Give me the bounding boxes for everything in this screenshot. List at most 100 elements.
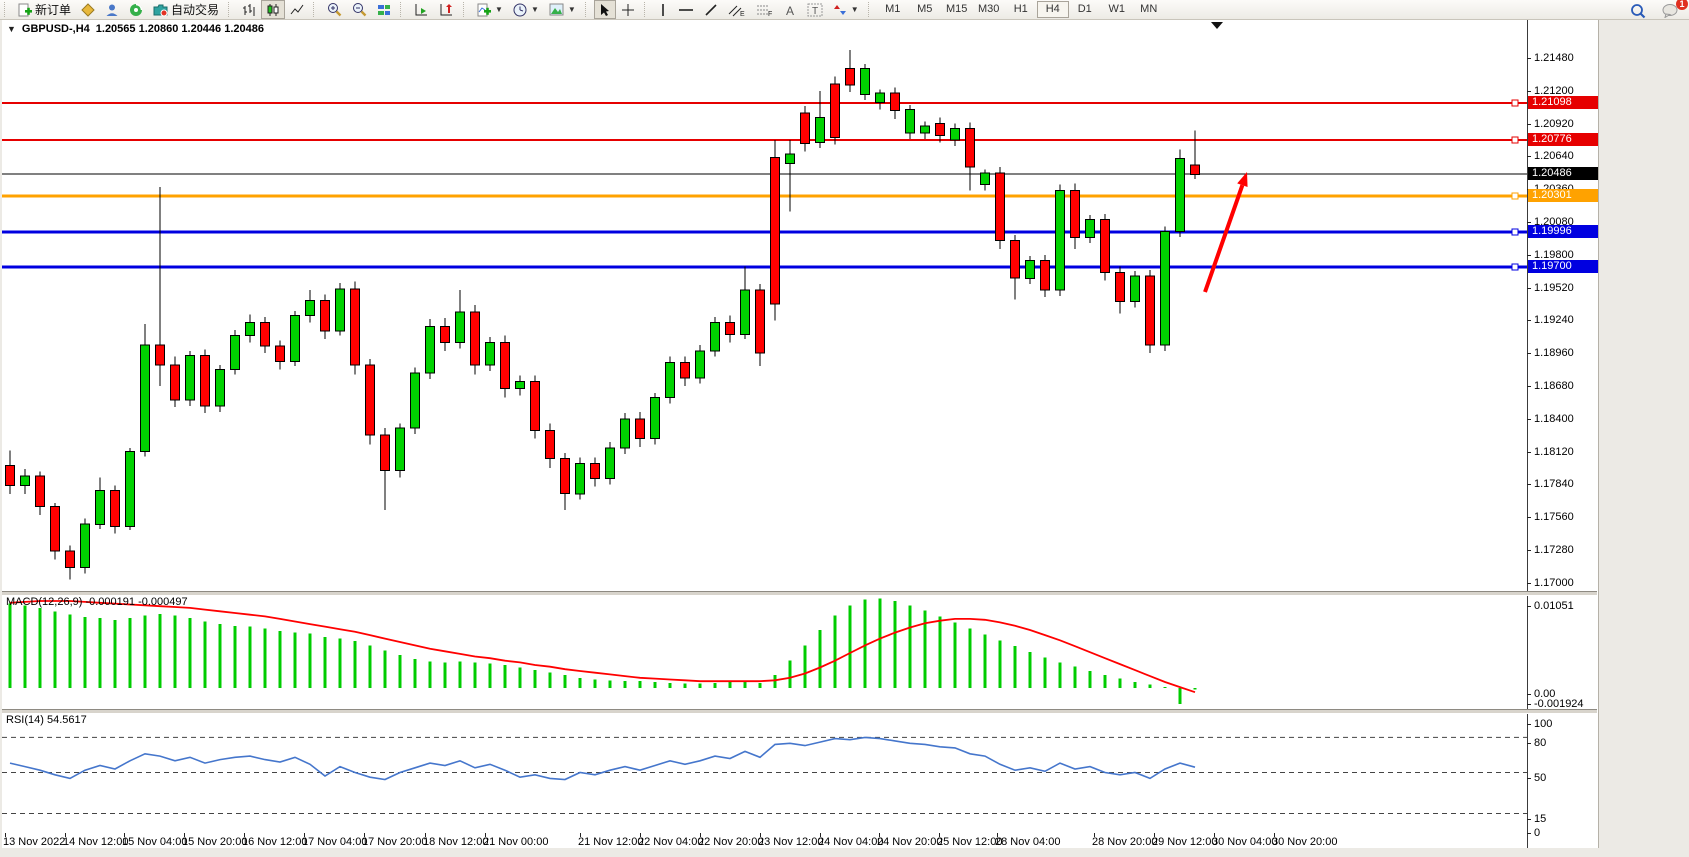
time-tick-label: 16 Nov 12:00 — [242, 836, 308, 848]
tf-M15-button[interactable]: M15 — [946, 3, 968, 15]
tf-H1-button[interactable]: H1 — [1013, 3, 1028, 15]
time-tick — [5, 833, 6, 837]
chevron-down-icon: ▼ — [530, 5, 539, 14]
equidistant-channel-button[interactable]: E — [723, 0, 751, 19]
tf-H4-button[interactable]: H4 — [1036, 1, 1069, 18]
rsi-pane[interactable] — [2, 712, 1527, 833]
text-label-button[interactable]: T — [802, 0, 828, 19]
time-tick — [939, 833, 940, 837]
text-button[interactable]: A — [779, 0, 802, 19]
time-tick — [1094, 833, 1095, 837]
svg-text:E: E — [740, 11, 745, 17]
price-tick — [1527, 255, 1531, 256]
price-tick — [1527, 583, 1531, 584]
tf-M5-button[interactable]: M5 — [917, 3, 933, 15]
bar-chart-button[interactable] — [237, 0, 261, 19]
price-tick — [1527, 58, 1531, 59]
community-icon — [106, 4, 118, 16]
time-tick — [184, 833, 185, 837]
time-tick-label: 25 Nov 12:00 — [937, 836, 1003, 848]
tf-M1-button[interactable]: M1 — [885, 3, 901, 15]
pane-separator[interactable] — [2, 709, 1597, 714]
metaeditor-button[interactable] — [76, 0, 100, 19]
crosshair-button[interactable] — [616, 0, 640, 19]
right-margin — [1598, 19, 1689, 857]
time-tick — [879, 833, 880, 837]
svg-text:F: F — [768, 11, 772, 17]
autotrading-label: 自动交易 — [171, 3, 220, 17]
price-tick — [1527, 156, 1531, 157]
chart-shift-button[interactable] — [434, 0, 459, 19]
price-line-badge: 1.20486 — [1528, 167, 1598, 180]
periods-button[interactable]: ▼ — [508, 0, 544, 19]
price-tick-label: 1.19240 — [1534, 314, 1574, 326]
vertical-line-button[interactable] — [653, 0, 673, 19]
pane-separator[interactable] — [2, 591, 1597, 596]
time-tick — [997, 833, 998, 837]
chat-button[interactable]: 1 — [1657, 0, 1688, 20]
trend-line-button[interactable] — [699, 0, 723, 19]
toolbar-separator — [584, 2, 591, 17]
time-tick — [820, 833, 821, 837]
auto-scroll-icon — [415, 3, 428, 15]
price-tick — [1527, 91, 1531, 92]
fibonacci-icon: F — [756, 5, 772, 17]
toolbar: 新订单 自动交易 — [0, 0, 1689, 20]
tile-windows-icon — [378, 4, 391, 15]
price-tick — [1527, 320, 1531, 321]
price-tick-label: 1.21200 — [1534, 85, 1574, 97]
templates-button[interactable]: ▼ — [544, 0, 581, 19]
horizontal-line-button[interactable] — [673, 0, 699, 19]
tf-W1-button[interactable]: W1 — [1108, 3, 1125, 15]
zoom-out-button[interactable] — [347, 0, 372, 19]
community-button[interactable] — [100, 0, 124, 19]
auto-scroll-button[interactable] — [409, 0, 434, 19]
search-button[interactable] — [1625, 1, 1651, 20]
new-order-button[interactable]: 新订单 — [13, 0, 76, 19]
chevron-down-icon: ▼ — [495, 5, 503, 14]
macd-pane[interactable] — [2, 594, 1527, 709]
signals-icon — [130, 3, 143, 16]
arrows-button[interactable]: ▼ — [828, 0, 864, 19]
svg-text:T: T — [812, 6, 818, 17]
new-order-label: 新订单 — [35, 3, 72, 17]
autotrading-button[interactable]: 自动交易 — [148, 0, 224, 19]
rsi-tick-label: 50 — [1534, 772, 1547, 784]
zoom-out-icon — [353, 3, 367, 17]
price-line-badge: 1.19996 — [1528, 225, 1598, 238]
macd-tick — [1527, 704, 1531, 705]
time-tick-label: 28 Nov 20:00 — [1092, 836, 1158, 848]
signals-button[interactable] — [124, 0, 148, 19]
time-tick-label: 17 Nov 20:00 — [362, 836, 428, 848]
toolbar-separator — [4, 2, 10, 17]
time-tick-label: 22 Nov 20:00 — [698, 836, 764, 848]
crosshair-icon — [621, 3, 634, 16]
toolbar-separator — [400, 2, 406, 17]
time-axis[interactable] — [2, 833, 1597, 848]
bottom-margin — [0, 848, 1689, 857]
tf-D1-button[interactable]: D1 — [1077, 3, 1092, 15]
collapse-triangle-icon[interactable]: ▼ — [7, 24, 16, 34]
indicators-button[interactable]: ▼ — [472, 0, 508, 19]
price-line-badge: 1.20301 — [1528, 189, 1598, 202]
price-line-badge: 1.19700 — [1528, 260, 1598, 273]
arrows-icon — [833, 4, 846, 15]
cursor-icon — [600, 3, 609, 16]
periods-clock-icon — [513, 3, 527, 16]
rsi-tick — [1527, 833, 1531, 834]
price-tick — [1527, 353, 1531, 354]
zoom-in-button[interactable] — [322, 0, 347, 19]
tf-M30-button[interactable]: M30 — [978, 3, 1000, 15]
cursor-button[interactable] — [593, 0, 616, 19]
rsi-tick — [1527, 724, 1531, 725]
line-chart-button[interactable] — [285, 0, 309, 19]
price-tick-label: 1.20640 — [1534, 150, 1574, 162]
tile-windows-button[interactable] — [372, 0, 396, 19]
fibonacci-button[interactable]: F — [751, 0, 779, 19]
time-tick-label: 15 Nov 04:00 — [122, 836, 188, 848]
price-tick-label: 1.17000 — [1534, 577, 1574, 589]
tf-MN-button[interactable]: MN — [1140, 3, 1158, 15]
main-chart-pane[interactable] — [2, 19, 1527, 591]
candlestick-chart-button[interactable] — [261, 0, 286, 19]
